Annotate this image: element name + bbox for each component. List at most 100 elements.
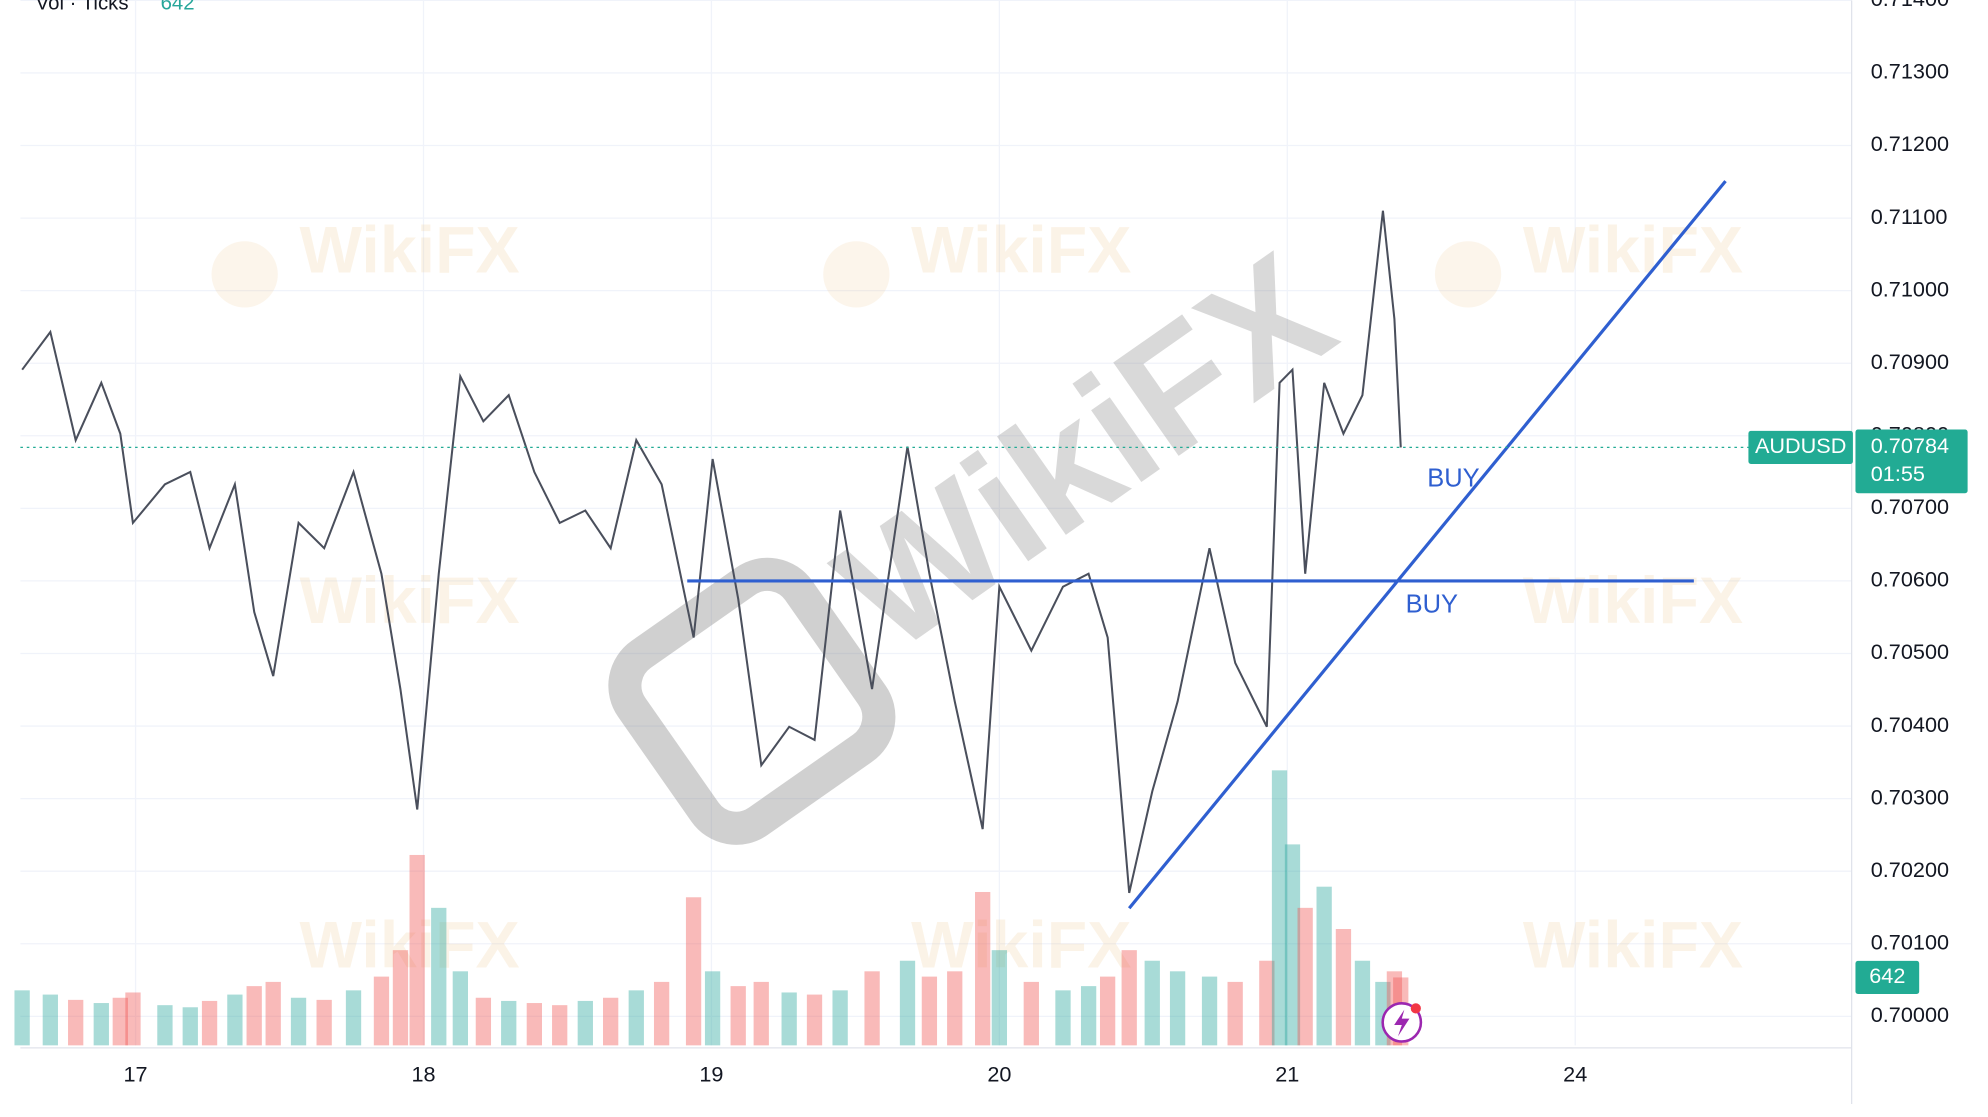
volume-bar <box>125 992 141 1046</box>
alert-icon <box>1381 1002 1423 1043</box>
price-line <box>21 210 1402 894</box>
volume-bar <box>899 960 916 1046</box>
volume-bar <box>265 981 281 1046</box>
volume-bar <box>781 992 797 1046</box>
watermark: WikiFX <box>1523 214 1743 288</box>
volume-bar <box>452 971 468 1046</box>
volume-bar <box>1297 907 1313 1046</box>
volume-bar <box>182 1007 198 1046</box>
x-tick-label: 20 <box>987 1062 1011 1087</box>
volume-bar <box>1284 844 1301 1046</box>
volume-bar <box>1201 976 1218 1046</box>
volume-bar <box>501 1000 517 1046</box>
volume-bar <box>1099 976 1116 1046</box>
volume-bar <box>1055 990 1071 1046</box>
volume-bar <box>345 990 362 1046</box>
volume-bar <box>373 976 390 1046</box>
volume-tag <box>1855 960 1920 995</box>
volume-bar <box>832 990 848 1046</box>
volume-bar <box>201 1000 218 1046</box>
y-tick-label: 0.70300 <box>1871 784 1949 809</box>
countdown: 01:55 <box>1871 461 1925 486</box>
y-tick-label: 0.71100 <box>1871 204 1948 229</box>
symbol-label: AUDUSD <box>1755 433 1846 458</box>
volume-bar <box>1271 770 1288 1046</box>
volume-bar <box>1121 950 1137 1046</box>
annotation: BUY <box>1427 464 1479 492</box>
volume-bar <box>1023 981 1039 1046</box>
watermark: WikiFX <box>299 564 519 638</box>
volume-bar <box>475 997 492 1046</box>
icon-dot <box>1410 1003 1421 1014</box>
x-tick-label: 17 <box>124 1062 148 1087</box>
volume-bar <box>1354 960 1371 1046</box>
volume-bar <box>246 986 262 1046</box>
trend-line <box>1127 180 1727 910</box>
annotation: BUY <box>1406 590 1458 618</box>
volume-bar <box>806 994 823 1046</box>
volume-bar <box>864 971 880 1046</box>
symbol-tag <box>1748 430 1853 464</box>
y-tick-label: 0.70200 <box>1871 857 1949 882</box>
volume-bar <box>1227 981 1243 1046</box>
volume-bar <box>316 999 332 1046</box>
watermark: WikiFX <box>911 908 1131 982</box>
watermark: WikiFX <box>299 908 519 982</box>
volume-bar <box>1259 960 1275 1046</box>
watermark: WikiFX <box>1523 908 1743 982</box>
volume-bar <box>975 891 991 1046</box>
x-tick-label: 18 <box>411 1062 435 1087</box>
price-tags: AUDUSD 0.70784 01:55 642 <box>1748 429 1968 995</box>
volume-bar <box>1169 971 1186 1046</box>
volume-bar <box>552 1005 568 1046</box>
volume-bar <box>991 950 1008 1046</box>
volume-tag-label: 642 <box>1869 963 1905 988</box>
y-tick-label: 0.70400 <box>1871 712 1949 737</box>
watermark-logo <box>1434 241 1502 308</box>
volume-bar <box>577 1000 593 1046</box>
y-tick-label: 0.70000 <box>1871 1002 1949 1027</box>
volume-bar <box>653 981 670 1046</box>
y-tick-label: 0.70700 <box>1871 494 1949 519</box>
volume-bars <box>14 770 1409 1046</box>
watermark: WikiFX <box>1523 564 1743 638</box>
watermark-logo <box>211 241 278 308</box>
volume-bar <box>704 971 721 1046</box>
volume-bar <box>603 997 619 1046</box>
volume-bar <box>227 994 243 1046</box>
watermark: WikiFX <box>911 214 1131 288</box>
volume-bar <box>93 1003 109 1046</box>
volume-bar <box>628 990 644 1046</box>
volume-legend-value: 642 <box>161 0 195 15</box>
price-tag-label: 0.70784 <box>1871 433 1949 458</box>
price-tag <box>1855 429 1968 494</box>
volume-bar <box>392 950 409 1046</box>
plot <box>20 180 1852 910</box>
volume-bar <box>290 997 307 1046</box>
volume-bar <box>921 976 938 1046</box>
volume-bar <box>526 1003 542 1046</box>
watermark-logo <box>823 241 890 308</box>
y-tick-label: 0.71000 <box>1871 276 1949 301</box>
volume-bar <box>42 994 58 1046</box>
volume-bar <box>1144 960 1160 1046</box>
axes: 0.70000 0.70100 0.70200 0.70300 0.70400 0.705… <box>124 0 1950 1087</box>
y-tick-label: 0.70500 <box>1871 639 1949 664</box>
x-tick-label: 19 <box>699 1062 723 1087</box>
volume-bar <box>68 999 84 1046</box>
watermark-logo <box>608 557 896 845</box>
volume-bar <box>14 990 30 1046</box>
volume-bar <box>431 907 447 1046</box>
volume-legend: Vol · Ticks <box>36 0 129 15</box>
volume-bar <box>753 981 769 1046</box>
volume-bar <box>1335 929 1352 1046</box>
volume-bar <box>685 897 702 1046</box>
y-tick-label: 0.70600 <box>1871 567 1949 592</box>
y-tick-label: 0.71300 <box>1871 59 1949 84</box>
y-tick-label: 0.70900 <box>1871 349 1949 374</box>
volume-bar <box>730 986 746 1046</box>
x-tick-label: 24 <box>1563 1062 1587 1087</box>
volume-bar <box>157 1005 173 1046</box>
